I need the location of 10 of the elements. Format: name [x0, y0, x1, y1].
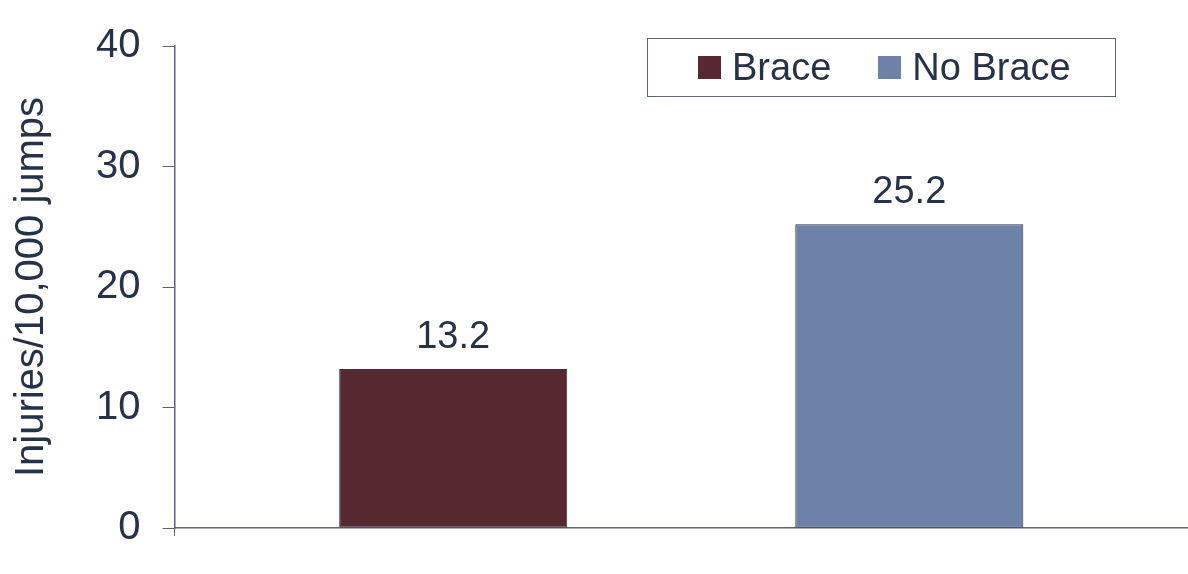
- y-tick-label: 20: [95, 262, 141, 307]
- y-tick-label: 0: [118, 503, 141, 548]
- data-label: 25.2: [872, 169, 947, 212]
- y-tick-label: 40: [95, 21, 141, 66]
- y-axis-title: Injuries/10,000 jumps: [7, 96, 52, 478]
- legend-label: No Brace: [912, 46, 1071, 89]
- legend-label: Brace: [732, 46, 832, 89]
- y-tick-label: 30: [95, 141, 141, 186]
- data-label: 13.2: [416, 313, 491, 356]
- y-tick-label: 10: [95, 382, 141, 427]
